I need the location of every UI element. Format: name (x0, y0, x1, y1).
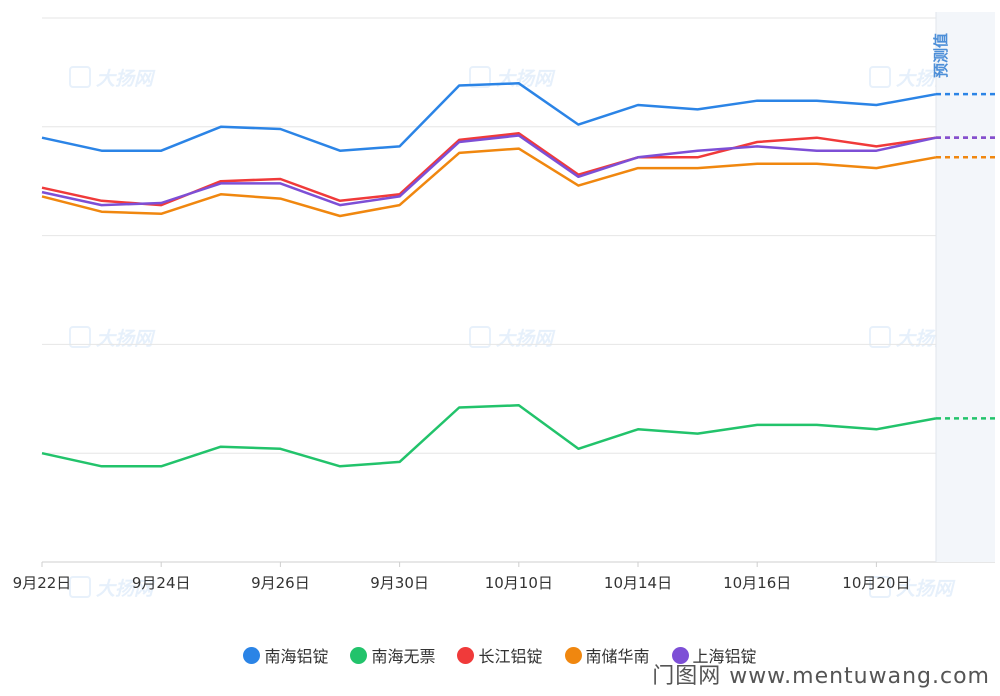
legend-label: 南海铝锭 (264, 647, 329, 666)
watermark-text: 大扬网 (96, 68, 156, 90)
x-axis: 9月22日 9月24日 9月26日 9月30日 10月10日 10月14日 10月16日 10… (13, 562, 910, 592)
watermark-logo-icon (69, 326, 91, 348)
forecast-zone (936, 12, 995, 562)
series-line (41, 82, 937, 152)
legend-item[interactable]: 南海铝锭 (243, 643, 328, 667)
watermark-text: 大扬网 (496, 68, 556, 90)
series-line (41, 147, 937, 218)
watermark-logo-icon (469, 66, 491, 88)
legend-label: 长江铝锭 (478, 647, 543, 666)
legend-label: 南海无票 (371, 647, 436, 666)
x-tick-label: 9月22日 (13, 574, 72, 592)
x-tick-label: 9月24日 (132, 574, 191, 592)
legend-item[interactable]: 长江铝锭 (457, 643, 543, 667)
watermark-logo-icon (869, 66, 891, 88)
watermark-logo-icon (69, 576, 91, 598)
watermark-text: 大扬网 (96, 578, 156, 600)
watermark-text: 大扬网 (896, 578, 956, 600)
x-tick-label: 10月20日 (842, 574, 910, 592)
legend-item[interactable]: 南海无票 (350, 643, 435, 667)
x-tick-label: 9月26日 (251, 574, 310, 592)
watermark-logo-icon (869, 326, 891, 348)
legend-dot-icon (457, 646, 475, 664)
legend-dot-icon (350, 646, 368, 664)
series-line (41, 134, 937, 207)
x-tick-label: 10月16日 (723, 574, 791, 592)
legend-item[interactable]: 上海铝锭 (671, 643, 757, 667)
legend-dot-icon (671, 646, 689, 664)
watermark-text: 大扬网 (496, 328, 556, 350)
legend: 南海铝锭 南海无票 长江铝锭 南储华南 上海铝锭 (0, 643, 1000, 667)
series-layer (41, 82, 995, 468)
watermark-logo-icon (69, 66, 91, 88)
watermark-text: 大扬网 (96, 328, 156, 350)
forecast-label: 预测值 (932, 33, 950, 78)
grid-layer (42, 17, 995, 563)
series-line (41, 404, 937, 468)
legend-label: 南储华南 (585, 647, 650, 666)
site-watermark: 门图网 www.mentuwang.com (652, 664, 990, 689)
x-tick-label: 9月30日 (370, 574, 429, 592)
legend-dot-icon (243, 646, 261, 664)
x-tick-label: 10月14日 (604, 574, 672, 592)
legend-item[interactable]: 南储华南 (564, 643, 650, 667)
x-tick-label: 10月10日 (485, 574, 553, 592)
legend-dot-icon (564, 646, 582, 664)
watermark-logo-icon (469, 326, 491, 348)
legend-label: 上海铝锭 (692, 647, 757, 666)
watermark-logo-icon (869, 576, 891, 598)
